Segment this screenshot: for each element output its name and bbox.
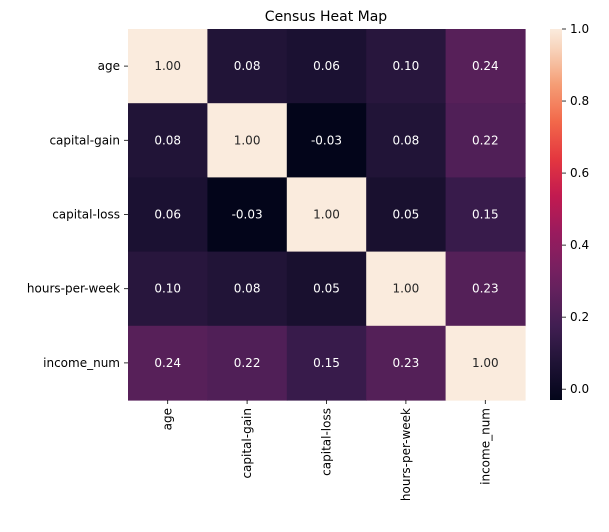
- row-tick-label: age: [98, 59, 120, 73]
- heatmap-cell-value: -0.03: [232, 208, 263, 222]
- colorbar: 0.0 0.2 0.4 0.6 0.8 1.0: [550, 22, 589, 400]
- heatmap-cell: [366, 29, 447, 104]
- heatmap-cells: [128, 29, 526, 401]
- heatmap-cell-value: 0.23: [393, 356, 420, 370]
- heatmap-cell: [128, 251, 208, 327]
- heatmap-cell-value: 0.08: [234, 282, 261, 296]
- heatmap-cell-value: 0.10: [393, 59, 420, 73]
- heatmap-cell-value: 0.15: [472, 208, 499, 222]
- heatmap-cell: [366, 177, 447, 253]
- colorbar-tick-label: 0.8: [570, 94, 589, 108]
- heatmap-cell-value: 0.08: [154, 133, 181, 147]
- colorbar-tick-label: 1.0: [570, 22, 589, 36]
- column-tick-label: capital-loss: [320, 408, 334, 476]
- heatmap-cell-value: 0.05: [393, 208, 420, 222]
- heatmap-cell: [366, 325, 447, 401]
- chart-title: Census Heat Map: [265, 9, 387, 25]
- colorbar-tick-label: 0.0: [570, 382, 589, 396]
- heatmap-cell: [128, 177, 208, 253]
- heatmap-cell-value: -0.03: [311, 133, 342, 147]
- heatmap-cell-value: 0.23: [472, 282, 499, 296]
- heatmap-cell-value: 0.24: [472, 59, 499, 73]
- heatmap-cell-value: 0.06: [154, 208, 181, 222]
- heatmap-cell: [445, 251, 526, 327]
- heatmap-cell: [445, 103, 526, 178]
- heatmap-cell: [445, 325, 526, 401]
- heatmap-cell-value: 1.00: [313, 208, 340, 222]
- heatmap-cell: [128, 103, 208, 178]
- heatmap-cell: [366, 103, 447, 178]
- heatmap-cell-value: 0.10: [154, 282, 181, 296]
- heatmap-cell-value: 0.08: [393, 133, 420, 147]
- column-tick-label: age: [161, 408, 175, 430]
- heatmap-cell-value: 1.00: [393, 282, 420, 296]
- heatmap-cell: [286, 103, 367, 178]
- column-tick-label: income_num: [478, 408, 492, 485]
- row-tick-label: income_num: [43, 356, 120, 370]
- colorbar-tick-label: 0.6: [570, 166, 589, 180]
- colorbar-gradient: [550, 29, 562, 400]
- heatmap-cell: [366, 251, 447, 327]
- heatmap-cell: [207, 29, 288, 104]
- heatmap-cell-value: 0.06: [313, 59, 340, 73]
- heatmap-cell-value: 1.00: [234, 133, 261, 147]
- heatmap-cell-value: 0.22: [234, 356, 261, 370]
- row-tick-label: capital-loss: [52, 208, 120, 222]
- row-tick-label: hours-per-week: [27, 282, 120, 296]
- heatmap-cell-value: 1.00: [472, 356, 499, 370]
- heatmap-cell: [286, 325, 367, 401]
- column-tick-label: capital-gain: [240, 408, 254, 479]
- heatmap-cell: [286, 177, 367, 253]
- heatmap-cell: [128, 29, 208, 104]
- heatmap-cell-value: 0.08: [234, 59, 261, 73]
- heatmap-cell-value: 1.00: [154, 59, 181, 73]
- heatmap-cell: [207, 251, 288, 327]
- heatmap-cell: [286, 251, 367, 327]
- column-tick-labels: age capital-gain capital-loss hours-per-wee…: [161, 400, 492, 501]
- heatmap-cell: [207, 325, 288, 401]
- heatmap-cell-labels: 1.00 0.08 0.06 0.10 0.24 0.08 1.00 -0.03 0.08 0.2…: [154, 59, 498, 370]
- row-tick-label: capital-gain: [49, 133, 120, 147]
- heatmap-cell: [286, 29, 367, 104]
- heatmap-cell: [445, 29, 526, 104]
- heatmap-cell: [207, 177, 288, 253]
- colorbar-tick-label: 0.4: [570, 238, 589, 252]
- heatmap-cell: [445, 177, 526, 253]
- heatmap-cell-value: 0.24: [154, 356, 181, 370]
- heatmap-cell-value: 0.22: [472, 133, 499, 147]
- heatmap-cell: [128, 325, 208, 401]
- heatmap-cell-value: 0.15: [313, 356, 340, 370]
- heatmap-cell: [207, 103, 288, 178]
- heatmap-cell-value: 0.05: [313, 282, 340, 296]
- colorbar-tick-label: 0.2: [570, 310, 589, 324]
- row-tick-labels: age capital-gain capital-loss hours-per-wee…: [27, 59, 128, 370]
- column-tick-label: hours-per-week: [399, 408, 413, 501]
